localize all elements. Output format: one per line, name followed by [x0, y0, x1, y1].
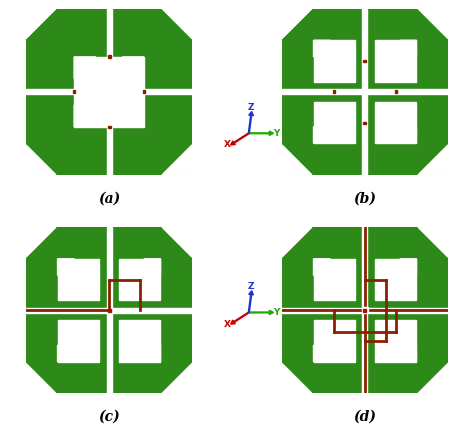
Bar	[363, 227, 367, 393]
Bar	[108, 55, 110, 58]
Bar	[108, 126, 110, 128]
Bar	[282, 89, 448, 94]
Polygon shape	[162, 227, 192, 257]
Polygon shape	[282, 227, 312, 257]
Text: X: X	[223, 140, 230, 149]
Bar	[375, 259, 417, 300]
Polygon shape	[144, 345, 161, 362]
Polygon shape	[57, 345, 74, 362]
Text: (b): (b)	[354, 191, 376, 205]
Polygon shape	[400, 259, 417, 275]
Bar	[107, 9, 111, 175]
Polygon shape	[418, 145, 448, 175]
Polygon shape	[57, 259, 74, 275]
Text: Z: Z	[248, 282, 255, 291]
Polygon shape	[26, 145, 56, 175]
Polygon shape	[162, 364, 192, 393]
Polygon shape	[122, 57, 144, 79]
Polygon shape	[74, 105, 96, 127]
Bar	[362, 307, 368, 313]
Bar	[57, 259, 99, 300]
Bar	[119, 259, 161, 300]
Bar	[282, 308, 448, 313]
Bar	[108, 309, 110, 312]
Polygon shape	[418, 227, 448, 257]
Bar	[57, 320, 99, 362]
Bar	[119, 320, 161, 362]
Bar	[375, 102, 417, 143]
Bar	[375, 40, 417, 82]
Polygon shape	[26, 364, 56, 393]
Text: (c): (c)	[98, 410, 120, 424]
Polygon shape	[400, 127, 417, 143]
Bar	[313, 102, 355, 143]
Polygon shape	[418, 364, 448, 393]
Bar	[364, 309, 366, 312]
Polygon shape	[26, 227, 56, 257]
Polygon shape	[313, 127, 330, 143]
Bar	[107, 227, 111, 393]
Bar	[26, 89, 192, 94]
Polygon shape	[122, 105, 144, 127]
Polygon shape	[26, 9, 56, 38]
Bar	[313, 320, 355, 362]
Polygon shape	[400, 40, 417, 57]
Bar	[73, 90, 75, 93]
Polygon shape	[282, 364, 312, 393]
Bar	[74, 57, 144, 127]
Polygon shape	[74, 57, 96, 79]
Polygon shape	[282, 9, 312, 38]
Bar	[333, 90, 335, 93]
Polygon shape	[400, 345, 417, 362]
Polygon shape	[282, 145, 312, 175]
Text: Z: Z	[248, 103, 255, 112]
Polygon shape	[418, 9, 448, 38]
Polygon shape	[162, 145, 192, 175]
Text: Y: Y	[273, 129, 280, 138]
Text: (a): (a)	[98, 191, 120, 205]
Bar	[143, 90, 146, 93]
Bar	[313, 259, 355, 300]
Polygon shape	[162, 9, 192, 38]
Polygon shape	[313, 40, 330, 57]
Bar	[364, 121, 366, 124]
Text: X: X	[223, 319, 230, 329]
Bar	[26, 308, 192, 313]
Text: Y: Y	[273, 308, 280, 317]
Bar	[375, 320, 417, 362]
Bar	[313, 40, 355, 82]
Polygon shape	[144, 259, 161, 275]
Bar	[395, 90, 397, 93]
Bar	[364, 59, 366, 62]
Text: (d): (d)	[354, 410, 376, 424]
Bar	[363, 9, 367, 175]
Polygon shape	[313, 345, 330, 362]
Polygon shape	[313, 259, 330, 275]
